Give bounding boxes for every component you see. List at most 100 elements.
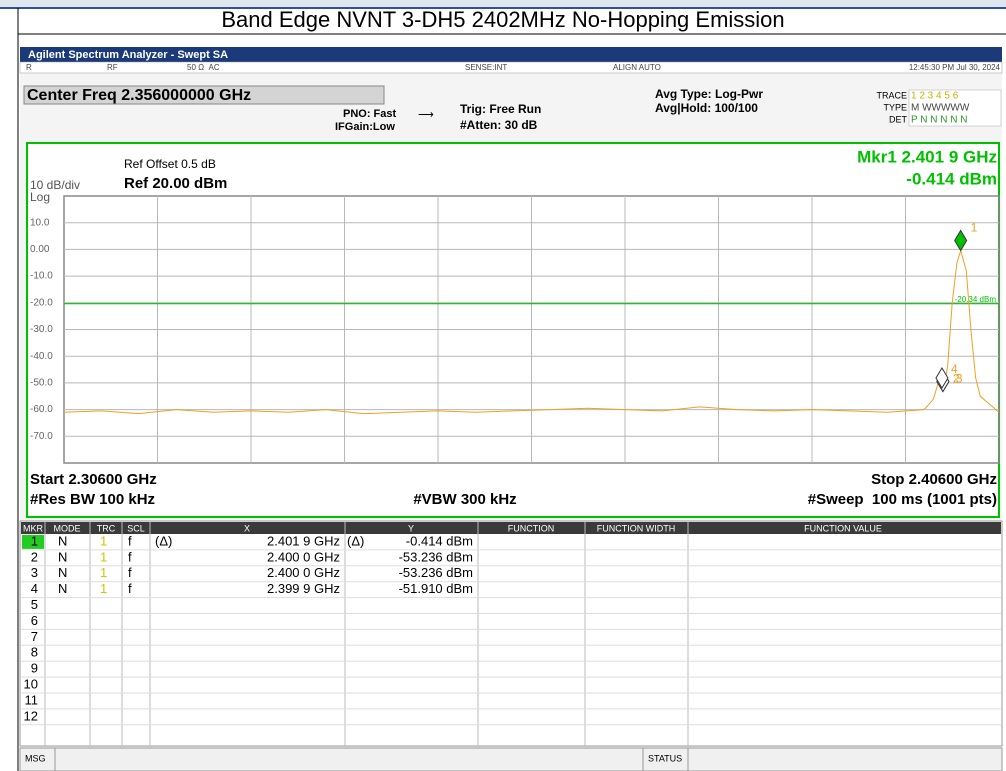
marker-label: 2	[953, 372, 960, 386]
cell-x: 2.400 0 GHz	[267, 549, 340, 564]
cell-scl: f	[128, 533, 132, 548]
status-item: 12:45:30 PM Jul 30, 2024	[909, 63, 1001, 72]
trace-box	[908, 89, 1002, 127]
avg-type: Avg Type: Log-Pwr	[655, 87, 763, 101]
marker-label: 4	[951, 362, 958, 376]
cell-x: 2.399 9 GHz	[267, 581, 340, 596]
app-title: Agilent Spectrum Analyzer - Swept SA	[28, 49, 228, 61]
mkr: 1	[31, 533, 38, 548]
marker-label: 3	[956, 372, 963, 386]
cell-x-delta: (Δ)	[155, 533, 172, 548]
cell-trc: 1	[100, 549, 107, 564]
table-header	[21, 522, 1001, 534]
ref-level: Ref 20.00 dBm	[124, 175, 227, 192]
rbw: #Res BW 100 kHz	[30, 491, 155, 508]
trace-nums: 1 2 3 4 5 6	[911, 91, 959, 102]
trig-arrow: ⟶	[418, 109, 434, 121]
mkr: 4	[31, 581, 38, 596]
status-item: R	[26, 63, 32, 72]
marker-table	[19, 520, 1003, 747]
cell-mode: N	[58, 581, 67, 596]
column-header: SCL	[127, 523, 145, 533]
status: STATUS	[648, 753, 682, 763]
status-item: SENSE:INT	[465, 63, 507, 72]
display-line-label: -20.34 dBm	[955, 295, 997, 304]
vbw: #VBW 300 kHz	[413, 491, 516, 508]
cell-y: -53.236 dBm	[399, 549, 473, 564]
y-tick-label: 10.0	[30, 217, 50, 228]
mkr: 8	[31, 645, 38, 660]
center-freq-box	[23, 85, 385, 105]
cell-y: -0.414 dBm	[406, 533, 473, 548]
scale: 10 dB/div	[30, 178, 80, 192]
cell-y: -51.910 dBm	[399, 581, 473, 596]
cell-trc: 1	[100, 581, 107, 596]
selected-marker	[22, 535, 44, 549]
msg: MSG	[25, 753, 46, 763]
y-tick-label: -30.0	[30, 324, 53, 335]
status-item: 50 Ω AC	[187, 63, 220, 72]
status-item: RF	[107, 63, 118, 72]
marker	[954, 229, 968, 252]
scale-type: Log	[30, 190, 50, 204]
trace-det: P N N N N N	[911, 115, 968, 126]
mkr: 5	[31, 597, 38, 612]
mkr: 10	[24, 676, 38, 691]
cell-y-delta: (Δ)	[347, 533, 364, 548]
marker-level: -0.414 dBm	[906, 169, 997, 188]
cell-y: -53.236 dBm	[399, 565, 473, 580]
page-title: Band Edge NVNT 3-DH5 2402MHz No-Hopping …	[221, 7, 784, 32]
column-header: MKR	[23, 523, 44, 533]
atten: #Atten: 30 dB	[460, 118, 538, 132]
trace-label: TRACE	[876, 90, 907, 100]
mkr: 6	[31, 613, 38, 628]
cell-x: 2.400 0 GHz	[267, 565, 340, 580]
cell-mode: N	[58, 549, 67, 564]
status-bar	[19, 61, 1003, 74]
y-tick-label: -20.0	[30, 297, 53, 308]
y-tick-label: -60.0	[30, 404, 53, 415]
column-header: MODE	[54, 523, 81, 533]
mkr: 11	[25, 692, 39, 707]
column-header: TRC	[97, 523, 116, 533]
type-label: TYPE	[883, 102, 907, 112]
top-strip	[0, 0, 1006, 8]
ref-offset: Ref Offset 0.5 dB	[124, 157, 216, 171]
stop-freq: Stop 2.40600 GHz	[871, 471, 997, 488]
cell-mode: N	[58, 565, 67, 580]
cell-mode: N	[58, 533, 67, 548]
sweep: #Sweep 100 ms (1001 pts)	[808, 491, 997, 508]
cell-scl: f	[128, 581, 132, 596]
marker	[935, 367, 949, 389]
trig: Trig: Free Run	[460, 102, 541, 116]
avg-hold: Avg|Hold: 100/100	[655, 101, 758, 115]
det-label: DET	[889, 114, 908, 124]
cell-x: 2.401 9 GHz	[267, 533, 340, 548]
cell-trc: 1	[100, 533, 107, 548]
message-bar	[19, 747, 1003, 771]
column-header: FUNCTION VALUE	[804, 523, 882, 533]
column-header: FUNCTION WIDTH	[597, 523, 676, 533]
center-freq: Center Freq 2.356000000 GHz	[27, 87, 251, 104]
start-freq: Start 2.30600 GHz	[30, 471, 157, 488]
trace	[63, 248, 1000, 415]
mkr: 12	[24, 708, 38, 723]
y-tick-label: -40.0	[30, 351, 53, 362]
y-tick-label: -50.0	[30, 378, 53, 389]
mkr: 9	[31, 661, 38, 676]
y-tick-label: -10.0	[30, 271, 53, 282]
ifgain: IFGain:Low	[335, 121, 395, 133]
mkr: 2	[31, 549, 38, 564]
column-header: FUNCTION	[508, 523, 555, 533]
pno: PNO: Fast	[343, 108, 397, 120]
trace-type: M WWWWW	[911, 103, 970, 114]
mkr: 7	[31, 629, 38, 644]
cell-scl: f	[128, 549, 132, 564]
app-title-bar	[20, 47, 1002, 62]
marker-freq: Mkr1 2.401 9 GHz	[857, 147, 997, 166]
y-tick-label: 0.00	[30, 244, 50, 255]
mkr: 3	[31, 565, 38, 580]
marker-label: 1	[971, 221, 978, 235]
y-tick-label: -70.0	[30, 431, 53, 442]
